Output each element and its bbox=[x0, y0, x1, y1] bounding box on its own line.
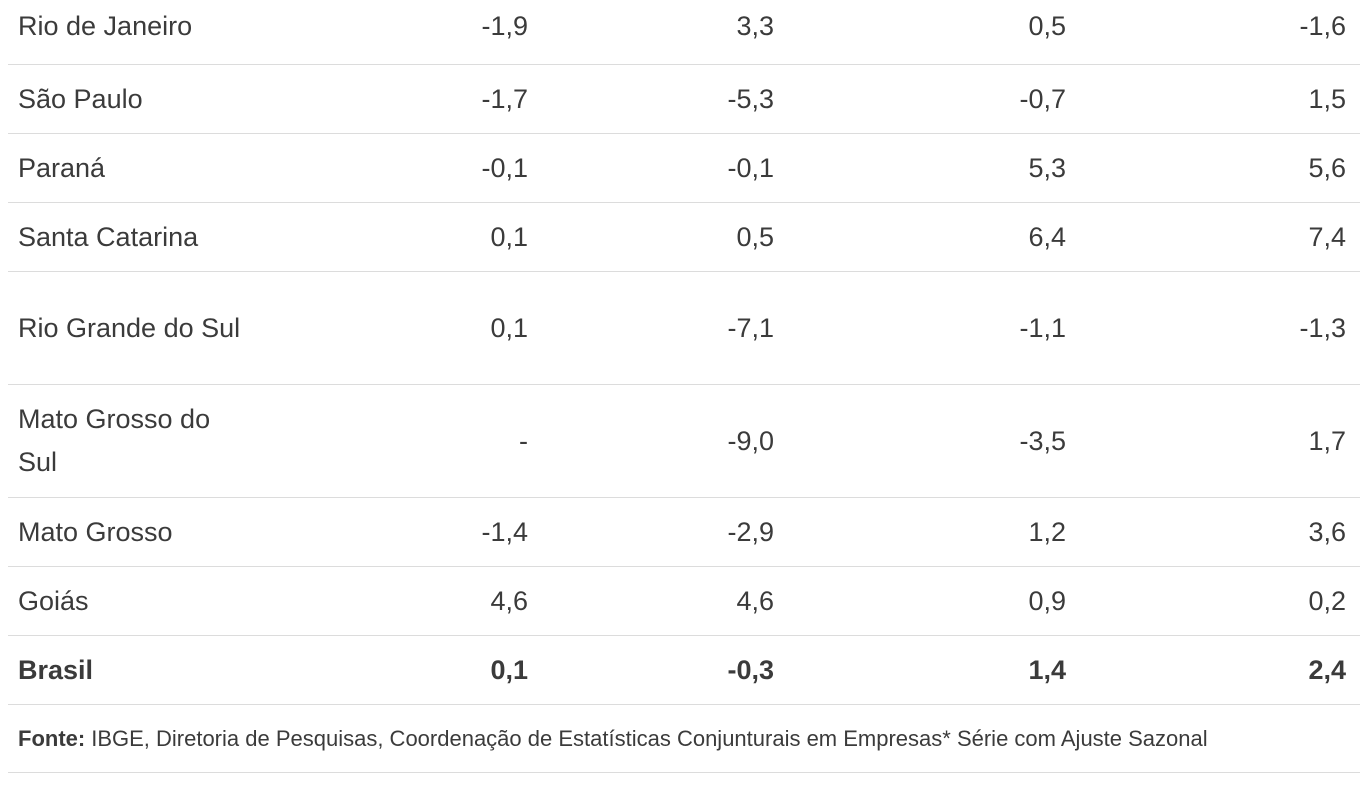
value-cell: 5,6 bbox=[1308, 152, 1346, 183]
value-cell: 0,2 bbox=[1308, 585, 1346, 616]
table-row: Mato Grosso -1,4 -2,9 1,2 3,6 bbox=[8, 498, 1360, 567]
state-name: Mato Grosso bbox=[18, 516, 173, 547]
value-cell: -3,5 bbox=[1019, 425, 1066, 456]
value-cell: -1,7 bbox=[481, 83, 528, 114]
value-cell: 0,1 bbox=[490, 221, 528, 252]
source-text: IBGE, Diretoria de Pesquisas, Coordenaçã… bbox=[91, 725, 1208, 751]
value-cell: 6,4 bbox=[1028, 221, 1066, 252]
value-cell: 0,5 bbox=[1028, 10, 1066, 41]
source-label: Fonte: bbox=[18, 725, 86, 751]
total-value: -0,3 bbox=[727, 654, 774, 685]
table-row: Goiás 4,6 4,6 0,9 0,2 bbox=[8, 567, 1360, 636]
value-cell: -1,9 bbox=[481, 10, 528, 41]
value-cell: -9,0 bbox=[727, 425, 774, 456]
value-cell: -5,3 bbox=[727, 83, 774, 114]
table-row: Santa Catarina 0,1 0,5 6,4 7,4 bbox=[8, 203, 1360, 272]
data-table: Rio de Janeiro -1,9 3,3 0,5 -1,6 São Pau… bbox=[8, 0, 1360, 705]
value-cell: -1,3 bbox=[1299, 312, 1346, 343]
value-cell: -0,1 bbox=[481, 152, 528, 183]
value-cell: 0,9 bbox=[1028, 585, 1066, 616]
total-value: 2,4 bbox=[1308, 654, 1346, 685]
value-cell: 1,2 bbox=[1028, 516, 1066, 547]
value-cell: -1,4 bbox=[481, 516, 528, 547]
table-row: São Paulo -1,7 -5,3 -0,7 1,5 bbox=[8, 65, 1360, 134]
state-name: Rio Grande do Sul bbox=[18, 312, 241, 343]
value-cell: -1,6 bbox=[1299, 10, 1346, 41]
value-cell: -0,7 bbox=[1019, 83, 1066, 114]
state-name: Mato Grosso do Sul bbox=[18, 404, 211, 477]
value-cell: 1,7 bbox=[1308, 425, 1346, 456]
value-cell: 5,3 bbox=[1028, 152, 1066, 183]
value-cell: 3,6 bbox=[1308, 516, 1346, 547]
table-row: Paraná -0,1 -0,1 5,3 5,6 bbox=[8, 134, 1360, 203]
total-value: 1,4 bbox=[1028, 654, 1066, 685]
table-row: Mato Grosso do Sul - -9,0 -3,5 1,7 bbox=[8, 385, 1360, 498]
value-cell: -0,1 bbox=[727, 152, 774, 183]
value-cell: 4,6 bbox=[490, 585, 528, 616]
table-row: Rio Grande do Sul 0,1 -7,1 -1,1 -1,3 bbox=[8, 272, 1360, 385]
state-name: São Paulo bbox=[18, 83, 143, 114]
state-name: Paraná bbox=[18, 152, 106, 183]
value-cell: 3,3 bbox=[736, 10, 774, 41]
state-name: Santa Catarina bbox=[18, 221, 199, 252]
total-label: Brasil bbox=[18, 654, 94, 685]
table-row: Rio de Janeiro -1,9 3,3 0,5 -1,6 bbox=[8, 0, 1360, 65]
value-cell: -1,1 bbox=[1019, 312, 1066, 343]
total-value: 0,1 bbox=[490, 654, 528, 685]
value-cell: 4,6 bbox=[736, 585, 774, 616]
value-cell: -2,9 bbox=[727, 516, 774, 547]
table-total-row: Brasil 0,1 -0,3 1,4 2,4 bbox=[8, 636, 1360, 705]
value-cell: -7,1 bbox=[727, 312, 774, 343]
value-cell: - bbox=[519, 425, 528, 456]
value-cell: 0,5 bbox=[736, 221, 774, 252]
value-cell: 1,5 bbox=[1308, 83, 1346, 114]
value-cell: 0,1 bbox=[490, 312, 528, 343]
state-name: Rio de Janeiro bbox=[18, 10, 193, 41]
state-name: Goiás bbox=[18, 585, 89, 616]
value-cell: 7,4 bbox=[1308, 221, 1346, 252]
source-note: Fonte: IBGE, Diretoria de Pesquisas, Coo… bbox=[8, 705, 1360, 773]
